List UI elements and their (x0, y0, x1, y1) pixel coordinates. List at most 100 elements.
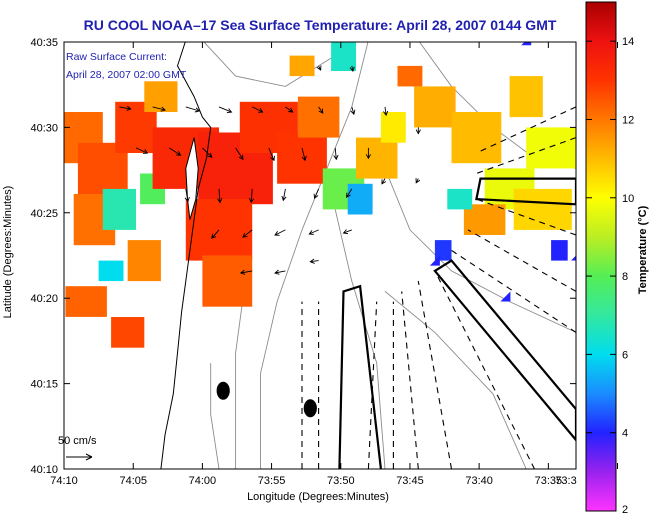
current-vector (309, 258, 319, 264)
current-label: Raw Surface Current: (66, 51, 167, 63)
outline-boxes (338, 177, 576, 469)
sst-patch (289, 55, 315, 77)
sst-patch (509, 76, 543, 118)
sst-patch (144, 81, 178, 112)
current-vector (202, 147, 213, 158)
colorbar-tick-label: 8 (622, 271, 628, 283)
current-vector (285, 106, 294, 113)
sst-patch (434, 240, 452, 261)
current-vector (274, 269, 286, 275)
sst-patch (98, 260, 124, 282)
triangle-marker (429, 255, 440, 266)
current-vector (185, 106, 201, 113)
current-vector (242, 229, 253, 238)
colorbar-ticks: 2 4 6 8 10 12 14 (586, 36, 634, 515)
x-tick-label: 74:00 (189, 475, 217, 487)
colorbar-tick-label: 6 (622, 349, 628, 361)
y-tick-label: 40:30 (30, 122, 58, 134)
mooring-marker (216, 381, 230, 400)
current-vector (239, 269, 253, 275)
sst-patch (551, 240, 568, 261)
sst-patch (414, 86, 456, 128)
sst-patch (65, 286, 107, 317)
sst-patch (111, 317, 145, 348)
scale-arrow-label: 50 cm/s (58, 435, 97, 447)
upper-box (475, 177, 576, 206)
current-vector (119, 105, 132, 111)
depth-contour (210, 363, 220, 469)
colorbar-gradient (585, 1, 617, 512)
current-vector (381, 178, 387, 185)
colorbar-tick-label: 10 (622, 193, 634, 205)
sst-patch (447, 188, 473, 210)
sst-patch (347, 183, 373, 215)
x-tick-label: 73:40 (465, 475, 493, 487)
current-vector (217, 188, 223, 204)
colorbar: 2 4 6 8 10 12 14 Temperature (°C) (585, 1, 649, 515)
current-vector (152, 106, 167, 112)
current-vector (218, 106, 233, 114)
current-vector (251, 106, 264, 113)
plot-area: 74:10 74:05 74:00 73:55 73:50 73:45 73:40 73:35… (30, 37, 619, 487)
current-vector (415, 178, 421, 184)
colorbar-tick-label: 2 (622, 504, 628, 515)
x-tick-label: 74:05 (119, 475, 147, 487)
current-vector (383, 106, 389, 117)
current-vector (211, 229, 220, 239)
y-tick-label: 40:15 (30, 379, 58, 391)
y-axis-label: Latitude (Degrees:Minutes) (2, 186, 14, 319)
x-tick-label: 73:3 (555, 475, 576, 487)
current-vector (333, 147, 339, 161)
current-vector (346, 188, 353, 198)
y-tick-label: 40:10 (30, 464, 58, 476)
triangle-marker (521, 42, 532, 46)
sst-patch (380, 112, 406, 143)
y-tick-label: 40:20 (30, 293, 58, 305)
shipping-lane (467, 229, 576, 292)
shipping-lane (367, 301, 378, 469)
sst-patches (64, 42, 576, 348)
current-vector (301, 147, 307, 162)
current-vector (268, 147, 275, 162)
current-vector (350, 106, 356, 116)
axis-ticks: 74:10 74:05 74:00 73:55 73:50 73:45 73:40 73:35… (30, 37, 619, 487)
sst-patch (513, 188, 572, 230)
current-vector (415, 127, 421, 135)
sst-patch (185, 199, 253, 261)
shipping-lanes (301, 106, 576, 469)
plot-content (64, 42, 576, 469)
current-vector (318, 106, 324, 114)
shipping-lane (476, 137, 576, 175)
current-vector (248, 188, 255, 204)
cable-corridor (338, 284, 382, 469)
current-vector (349, 65, 355, 73)
sst-patch (397, 65, 423, 87)
x-tick-label: 73:55 (258, 475, 286, 487)
sst-patch (451, 112, 502, 164)
lower-box (433, 259, 576, 442)
y-tick-label: 40:25 (30, 208, 58, 220)
current-vector (281, 188, 287, 202)
depth-contour (384, 168, 576, 333)
x-tick-label: 74:10 (50, 475, 78, 487)
triangle-marker (500, 291, 511, 302)
current-vector (316, 65, 322, 71)
shipping-lane (476, 106, 576, 154)
colorbar-label: Temperature (°C) (637, 205, 649, 294)
current-vector (365, 147, 371, 160)
mooring-marker (303, 399, 317, 418)
current-vector (184, 188, 190, 203)
current-vector (168, 147, 182, 156)
current-vector (235, 147, 244, 161)
x-tick-label: 73:35 (535, 475, 563, 487)
colorbar-tick-label: 14 (622, 36, 634, 48)
current-vector (313, 188, 320, 200)
x-axis-label: Longitude (Degrees:Minutes) (247, 491, 389, 503)
colorbar-tick-label: 12 (622, 114, 634, 126)
sst-patch (526, 127, 576, 169)
x-tick-label: 73:50 (327, 475, 355, 487)
shipping-lane (434, 270, 535, 469)
plot-frame (63, 41, 577, 470)
current-vector (342, 229, 352, 235)
current-date-label: April 28, 2007 02:00 GMT (66, 69, 187, 81)
